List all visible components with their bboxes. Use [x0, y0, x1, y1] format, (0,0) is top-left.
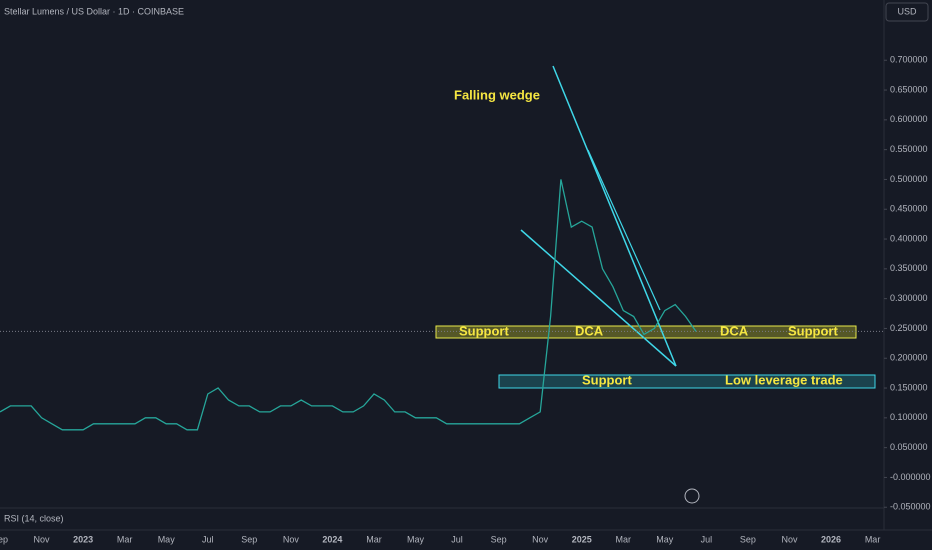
- x-tick-label: 2026: [821, 534, 841, 544]
- annotation: Low leverage trade: [725, 372, 843, 387]
- x-tick-label: Jul: [202, 534, 214, 544]
- x-tick-label: 2024: [322, 534, 342, 544]
- y-tick-label: 0.300000: [890, 293, 928, 303]
- x-tick-label: Jul: [701, 534, 713, 544]
- y-tick-label: 0.200000: [890, 353, 928, 363]
- y-tick-label: 0.150000: [890, 382, 928, 392]
- annotation: Falling wedge: [454, 87, 540, 102]
- annotation: Support: [788, 323, 838, 338]
- price-line: [0, 179, 697, 431]
- wedge-inner: [587, 149, 661, 311]
- x-tick-label: May: [158, 534, 176, 544]
- y-tick-label: 0.400000: [890, 233, 928, 243]
- x-tick-label: Mar: [865, 534, 881, 544]
- x-tick-label: Sep: [740, 534, 756, 544]
- x-tick-label: Jul: [451, 534, 463, 544]
- y-tick-label: 0.600000: [890, 114, 928, 124]
- y-tick-label: -0.000000: [890, 472, 931, 482]
- leverage-zone: [498, 374, 876, 389]
- x-tick-label: Sep: [0, 534, 8, 544]
- y-tick-label: 0.100000: [890, 412, 928, 422]
- y-tick-label: 0.050000: [890, 442, 928, 452]
- x-tick-label: Nov: [532, 534, 549, 544]
- y-tick-label: 0.450000: [890, 204, 928, 214]
- y-tick-label: 0.500000: [890, 174, 928, 184]
- x-tick-label: May: [407, 534, 425, 544]
- y-tick-label: 0.250000: [890, 323, 928, 333]
- wedge-upper: [552, 65, 677, 367]
- support-zone: [435, 325, 857, 339]
- x-tick-label: Mar: [117, 534, 133, 544]
- y-tick-label: 0.700000: [890, 55, 928, 65]
- x-tick-label: Mar: [366, 534, 382, 544]
- indicator-label: RSI (14, close): [4, 513, 64, 523]
- annotation: DCA: [720, 323, 749, 338]
- x-tick-label: May: [656, 534, 674, 544]
- y-tick-label: 0.650000: [890, 84, 928, 94]
- x-tick-label: 2025: [572, 534, 592, 544]
- y-tick-label: 0.550000: [890, 144, 928, 154]
- x-tick-label: Sep: [241, 534, 257, 544]
- symbol-title: Stellar Lumens / US Dollar · 1D · COINBA…: [4, 6, 184, 16]
- annotation: Support: [582, 372, 632, 387]
- x-tick-label: Nov: [781, 534, 798, 544]
- currency-label[interactable]: USD: [897, 6, 917, 16]
- y-tick-label: 0.350000: [890, 263, 928, 273]
- x-tick-label: Nov: [34, 534, 51, 544]
- x-tick-label: Nov: [283, 534, 300, 544]
- annotation: DCA: [575, 323, 604, 338]
- x-tick-label: Sep: [491, 534, 507, 544]
- x-tick-label: Mar: [616, 534, 632, 544]
- replay-icon[interactable]: [684, 488, 700, 504]
- wedge-lower: [520, 229, 677, 367]
- y-tick-label: -0.050000: [890, 502, 931, 512]
- x-tick-label: 2023: [73, 534, 93, 544]
- currency-button[interactable]: [885, 2, 929, 22]
- annotation: Support: [459, 323, 509, 338]
